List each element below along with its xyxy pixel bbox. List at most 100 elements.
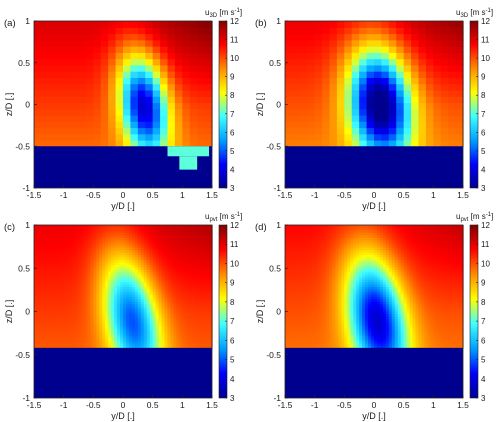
heatmap-cell [160, 21, 169, 28]
heatmap-cell [63, 64, 72, 72]
heatmap-cell [155, 237, 160, 241]
heatmap-cell [197, 139, 206, 147]
heatmap-cell [440, 102, 449, 110]
heatmap-cell [90, 345, 94, 349]
heatmap-cell [194, 232, 198, 236]
heatmap-cell [320, 325, 325, 329]
heatmap-cell [114, 325, 118, 329]
heatmap-cell [194, 330, 198, 334]
heatmap-cell [114, 232, 118, 236]
heatmap-cell [45, 256, 50, 260]
heatmap-cell [191, 298, 195, 302]
heatmap-cell [120, 249, 124, 253]
heatmap-cell [56, 108, 65, 116]
heatmap-cell [149, 335, 154, 339]
heatmap-cell [105, 283, 109, 288]
heatmap-cell [188, 318, 192, 322]
heatmap-cell [57, 261, 62, 265]
heatmap-cell [60, 271, 65, 275]
heatmap-cell [134, 315, 139, 319]
heatmap-cell [57, 227, 62, 231]
heatmap-cell [164, 242, 169, 246]
heatmap-cell [102, 229, 106, 233]
heatmap-cell [34, 52, 43, 60]
heatmap-cell [314, 313, 319, 317]
heatmap-cell [41, 39, 50, 47]
heatmap-cell [332, 320, 337, 324]
heatmap-cell [137, 313, 142, 317]
heatmap-cell [167, 232, 172, 236]
heatmap-cell [305, 227, 310, 231]
heatmap-cell [72, 239, 77, 243]
heatmap-cell [99, 293, 103, 297]
heatmap-cell [71, 96, 80, 104]
heatmap-cell [146, 286, 151, 290]
heatmap-cell [314, 261, 319, 265]
heatmap-cell [158, 237, 163, 241]
heatmap-cell [411, 133, 420, 141]
heatmap-cell [39, 259, 44, 263]
heatmap-cell [125, 252, 130, 256]
heatmap-cell [396, 139, 405, 147]
heatmap-cell [54, 269, 59, 273]
heatmap-cell [326, 225, 331, 229]
heatmap-cell [179, 306, 183, 310]
heatmap-cell [152, 27, 161, 35]
heatmap-cell [305, 323, 310, 327]
heatmap-cell [293, 286, 298, 290]
heatmap-cell [381, 102, 390, 110]
heatmap-cell [146, 310, 151, 315]
heatmap-cell [292, 64, 301, 72]
heatmap-cell [320, 234, 325, 238]
heatmap-cell [194, 227, 198, 231]
heatmap-cell [123, 340, 127, 344]
heatmap-cell [84, 286, 88, 290]
heatmap-cell [326, 237, 331, 241]
heatmap-cell [308, 288, 313, 292]
heatmap-cell [93, 266, 97, 270]
heatmap-cell [179, 242, 183, 246]
heatmap-cell [174, 58, 183, 66]
heatmap-cell [173, 293, 177, 297]
heatmap-cell [93, 269, 97, 273]
heatmap-cell [131, 247, 136, 251]
heatmap-cell [39, 252, 44, 256]
heatmap-cell [403, 77, 412, 85]
heatmap-cell [87, 293, 91, 297]
heatmap-cell [359, 21, 368, 28]
heatmap-cell [108, 298, 112, 302]
heatmap-cell [335, 345, 339, 349]
heatmap-cell [179, 279, 183, 283]
heatmap-cell [71, 127, 80, 135]
heatmap-cell [63, 114, 72, 122]
heatmap-cell [41, 33, 50, 41]
heatmap-cell [161, 315, 166, 319]
heatmap-cell [167, 108, 176, 116]
heatmap-cell [296, 281, 301, 285]
heatmap-cell [182, 121, 191, 129]
heatmap-cell [93, 288, 97, 292]
heatmap-cell [123, 247, 127, 251]
heatmap-cell [293, 325, 298, 329]
heatmap-cell [125, 266, 130, 270]
heatmap-cell [39, 281, 44, 285]
heatmap-cell [188, 266, 192, 270]
heatmap-cell [188, 254, 192, 258]
heatmap-cell [176, 338, 180, 342]
heatmap-cell [188, 286, 192, 290]
heatmap-cell [418, 139, 427, 147]
heatmap-cell [188, 310, 192, 315]
heatmap-cell [440, 77, 449, 85]
heatmap-cell [48, 259, 53, 263]
heatmap-cell [359, 52, 368, 60]
heatmap-cell [140, 242, 145, 246]
heatmap-cell [120, 291, 124, 295]
heatmap-cell [149, 306, 154, 310]
heatmap-cell [188, 323, 192, 327]
heatmap-cell [191, 259, 195, 263]
heatmap-cell [42, 298, 47, 302]
heatmap-cell [182, 108, 191, 116]
heatmap-cell [200, 333, 204, 337]
heatmap-cell [285, 256, 289, 260]
heatmap-cell [323, 301, 328, 305]
